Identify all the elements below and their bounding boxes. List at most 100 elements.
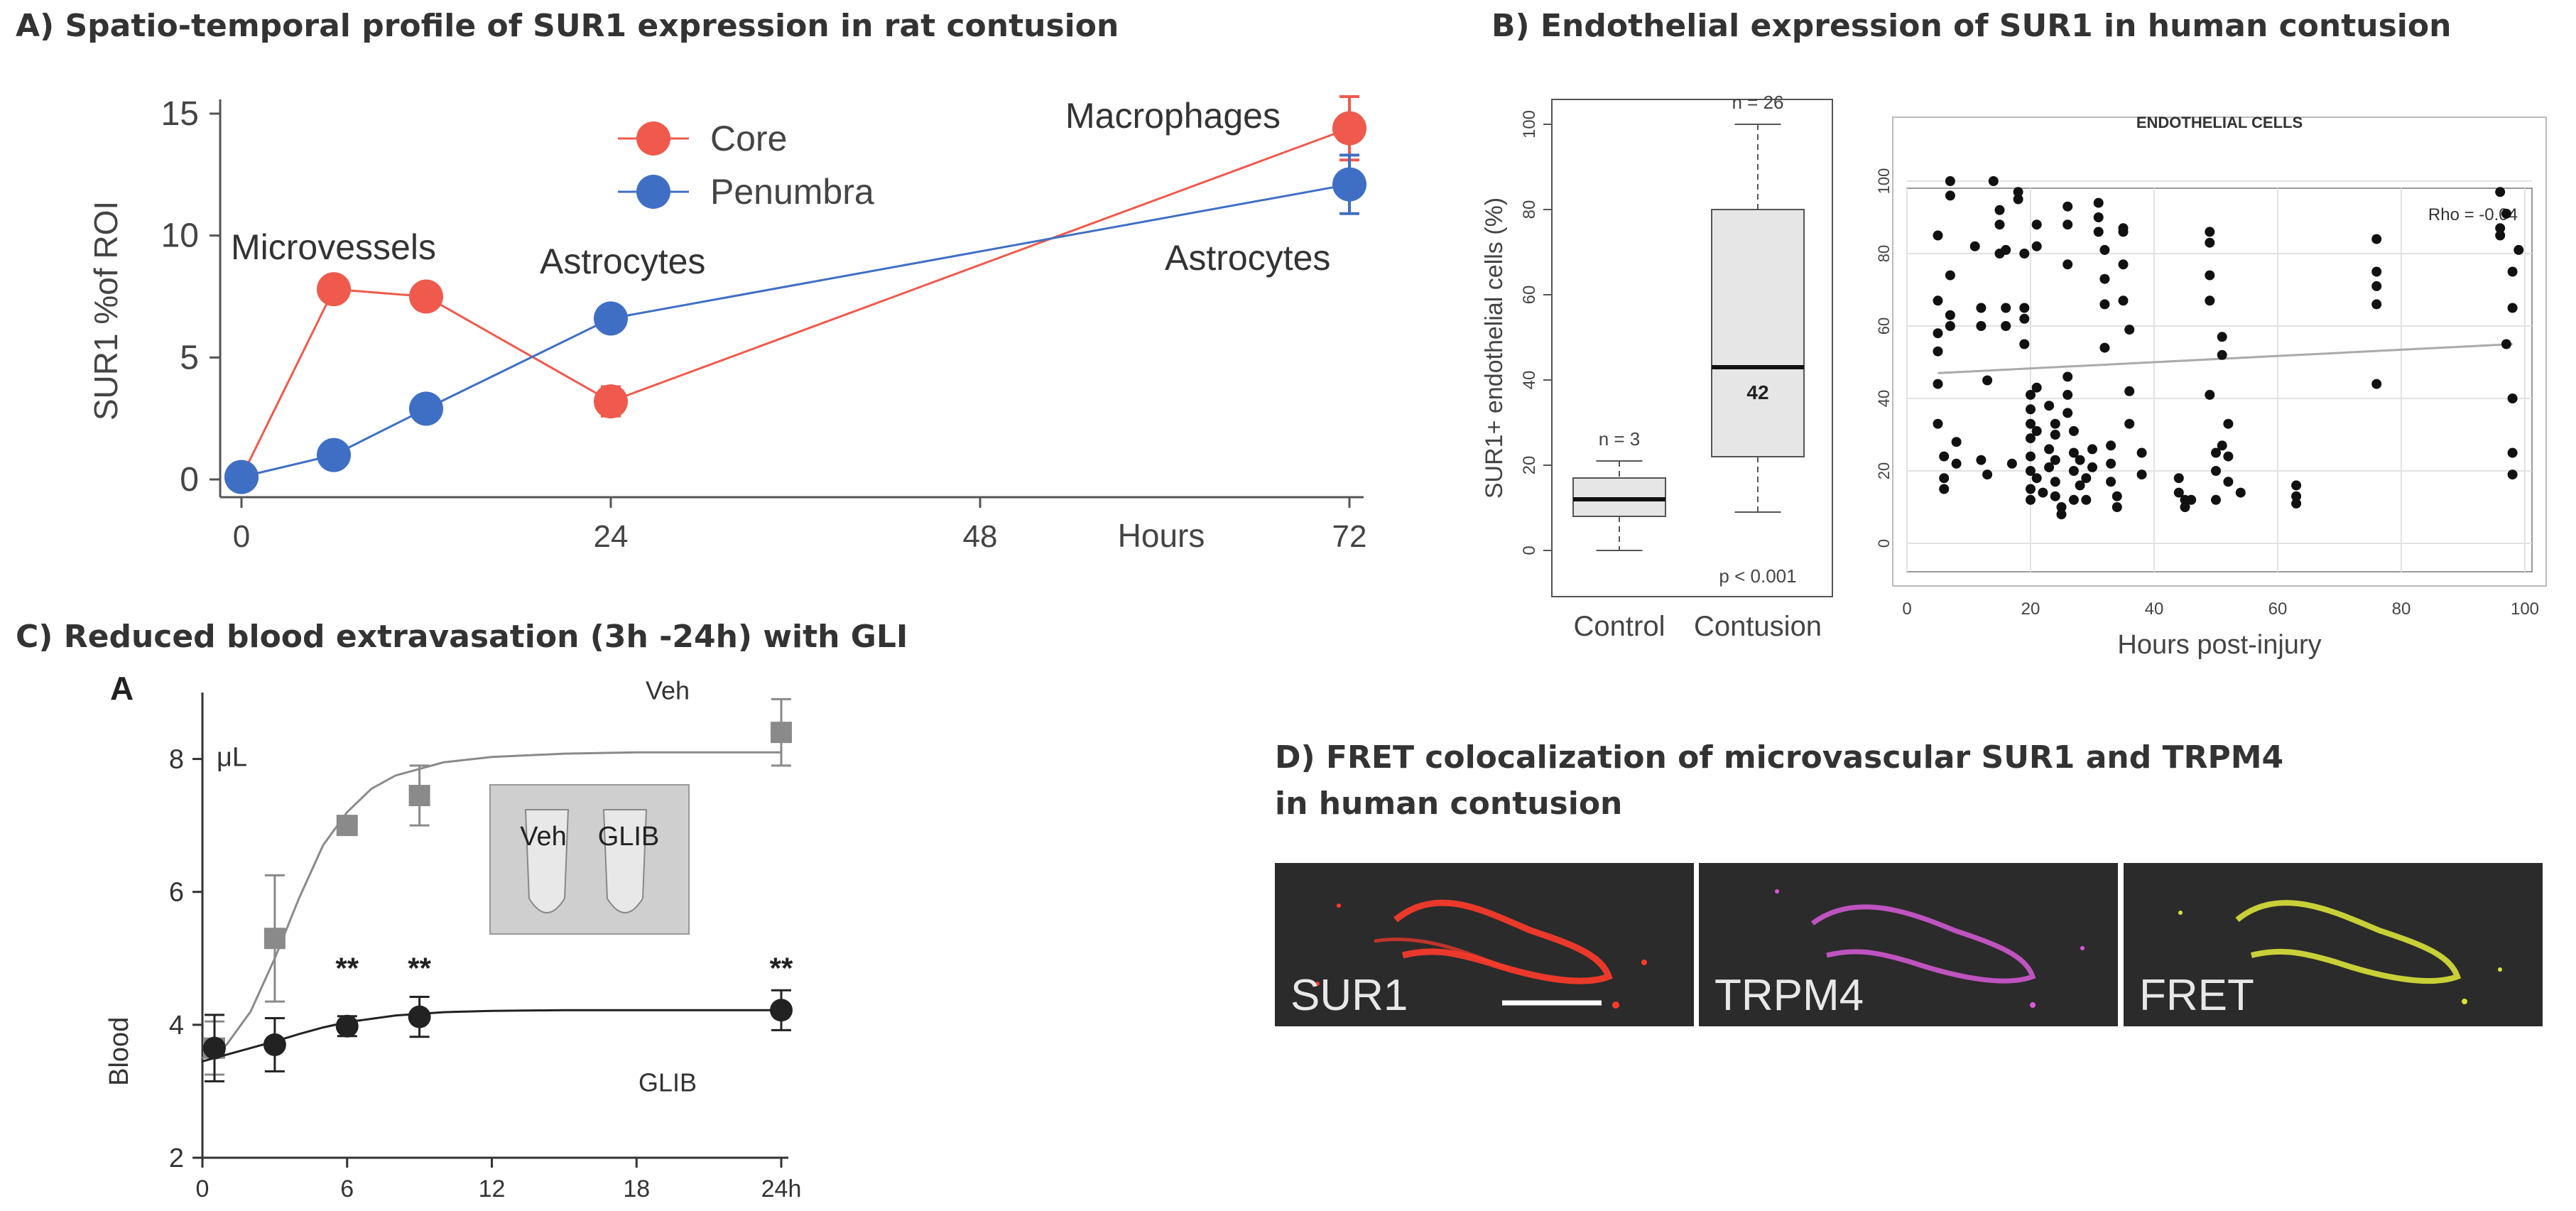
scatter-point bbox=[2031, 382, 2042, 393]
x-tick-label: 24 bbox=[594, 519, 629, 554]
panel-b-boxplot: 0 20 40 60 80 100 SUR1+ endothelial cells (%) n… bbox=[1481, 92, 1833, 642]
y-axis-label: SUR1+ endothelial cells (%) bbox=[1481, 197, 1508, 499]
fret-label-sur1: SUR1 bbox=[1290, 971, 1408, 1020]
data-point-core bbox=[594, 384, 628, 419]
y-tick-label: 60 bbox=[1875, 317, 1893, 335]
scatter-point bbox=[2068, 466, 2079, 476]
scatter-point bbox=[2044, 444, 2055, 455]
scatter-point bbox=[2291, 498, 2302, 509]
scatter-point bbox=[2019, 313, 2030, 324]
scatter-point bbox=[2031, 473, 2042, 484]
scatter-title: ENDOTHELIAL CELLS bbox=[2136, 114, 2303, 131]
scatter-point bbox=[2056, 502, 2067, 512]
inset-label-glib: GLIB bbox=[598, 822, 660, 852]
scatter-point bbox=[2050, 477, 2060, 487]
x-tick-label: 0 bbox=[1902, 599, 1911, 619]
scatter-point bbox=[2026, 451, 2036, 462]
scatter-point bbox=[2063, 389, 2073, 400]
scatter-point bbox=[2124, 325, 2135, 335]
panel-a-title: A) Spatio-temporal profile of SUR1 expre… bbox=[16, 8, 1119, 44]
scatter-point bbox=[2223, 451, 2234, 462]
plot-frame bbox=[1551, 99, 1833, 597]
tube-veh bbox=[524, 809, 570, 913]
scatter-point bbox=[2068, 447, 2079, 458]
scatter-point bbox=[2050, 430, 2060, 440]
scatter-point bbox=[2223, 477, 2234, 487]
scatter-point bbox=[2507, 303, 2518, 313]
data-point-glib bbox=[408, 1005, 431, 1028]
scatter-point bbox=[2106, 477, 2116, 487]
data-point-glib bbox=[202, 1036, 226, 1060]
inset-label-veh: Veh bbox=[520, 822, 567, 852]
fret-panel-sur1: SUR1 bbox=[1275, 863, 1694, 1026]
legend-label-penumbra: Penumbra bbox=[710, 172, 874, 212]
y-axis-label: Blood bbox=[104, 1017, 134, 1086]
scatter-point bbox=[2507, 469, 2518, 480]
y-tick-label: 0 bbox=[1875, 539, 1893, 548]
scatter-point bbox=[2087, 444, 2097, 455]
data-point-core bbox=[409, 279, 443, 314]
data-point-veh bbox=[263, 928, 286, 950]
data-point-core bbox=[317, 272, 351, 307]
y-tick-label: 60 bbox=[1520, 286, 1539, 305]
x-axis-label: Hours bbox=[1118, 517, 1205, 554]
scatter-point bbox=[2124, 386, 2135, 396]
y-tick-label: 8 bbox=[169, 745, 184, 775]
y-tick-label: 10 bbox=[161, 217, 199, 255]
scatter-point bbox=[2050, 455, 2060, 465]
scatter-point bbox=[2106, 458, 2116, 469]
x-tick-label: 48 bbox=[963, 519, 998, 554]
legend-marker-penumbra bbox=[636, 175, 670, 209]
scatter-point bbox=[2186, 494, 2197, 505]
y-tick-label: 6 bbox=[169, 878, 184, 908]
scatter-point bbox=[1982, 469, 1993, 480]
panel-d-title-line1: D) FRET colocalization of microvascular … bbox=[1275, 739, 2284, 776]
data-point-veh bbox=[771, 722, 792, 744]
x-tick-label: 100 bbox=[2511, 599, 2539, 619]
scatter-point bbox=[2371, 281, 2382, 291]
scatter-point bbox=[1976, 321, 1987, 331]
scatter-point bbox=[2217, 349, 2227, 360]
scatter-point bbox=[1951, 458, 1962, 469]
x-tick-label: 6 bbox=[340, 1175, 354, 1202]
fret-label-trpm4: TRPM4 bbox=[1714, 971, 1864, 1020]
scatter-point bbox=[1933, 418, 1943, 429]
scatter-point bbox=[2495, 230, 2506, 241]
scatter-point bbox=[2173, 473, 2184, 484]
x-tick-label: 40 bbox=[2145, 599, 2164, 619]
scatter-point bbox=[1939, 451, 1950, 462]
scatter-point bbox=[1945, 321, 1955, 331]
panel-a-chart: 0 5 10 15 0 24 48 72 Hours SUR1 %of ROI Core Penumb… bbox=[87, 94, 1366, 554]
scatter-point bbox=[2205, 270, 2215, 281]
significance-marker: ** bbox=[335, 951, 359, 984]
scatter-point bbox=[2124, 418, 2135, 429]
scatter-point bbox=[2106, 440, 2116, 451]
scatter-point bbox=[2223, 418, 2234, 429]
scatter-point bbox=[2056, 509, 2067, 520]
panel-c-title: C) Reduced blood extravasation (3h -24h)… bbox=[16, 619, 908, 655]
scatter-point bbox=[2026, 389, 2036, 400]
data-point-penumbra bbox=[409, 391, 443, 426]
scatter-point bbox=[2031, 219, 2042, 230]
fret-panel-trpm4: TRPM4 bbox=[1699, 863, 2118, 1026]
y-tick-label: 5 bbox=[180, 339, 199, 376]
panel-d-title-line2: in human contusion bbox=[1275, 786, 1623, 822]
data-point-glib bbox=[335, 1014, 359, 1038]
y-tick-label: 15 bbox=[161, 95, 199, 133]
scatter-point bbox=[2371, 299, 2382, 310]
scatter-point bbox=[2217, 440, 2227, 451]
scatter-point bbox=[1945, 190, 1955, 201]
category-label: Control bbox=[1574, 611, 1665, 642]
median-label: 42 bbox=[1746, 381, 1768, 403]
scatter-point bbox=[2026, 494, 2036, 505]
scatter-point bbox=[2063, 201, 2073, 212]
scatter-point bbox=[2099, 342, 2110, 353]
scatter-point bbox=[2075, 455, 2085, 465]
scatter-point bbox=[1945, 270, 1955, 281]
scatter-point bbox=[1933, 328, 1943, 339]
scatter-point bbox=[2063, 259, 2073, 270]
scatter-point bbox=[2044, 401, 2055, 411]
scatter-point bbox=[2075, 480, 2085, 491]
y-tick-label: 80 bbox=[1875, 245, 1893, 262]
scatter-point bbox=[2013, 187, 2023, 197]
